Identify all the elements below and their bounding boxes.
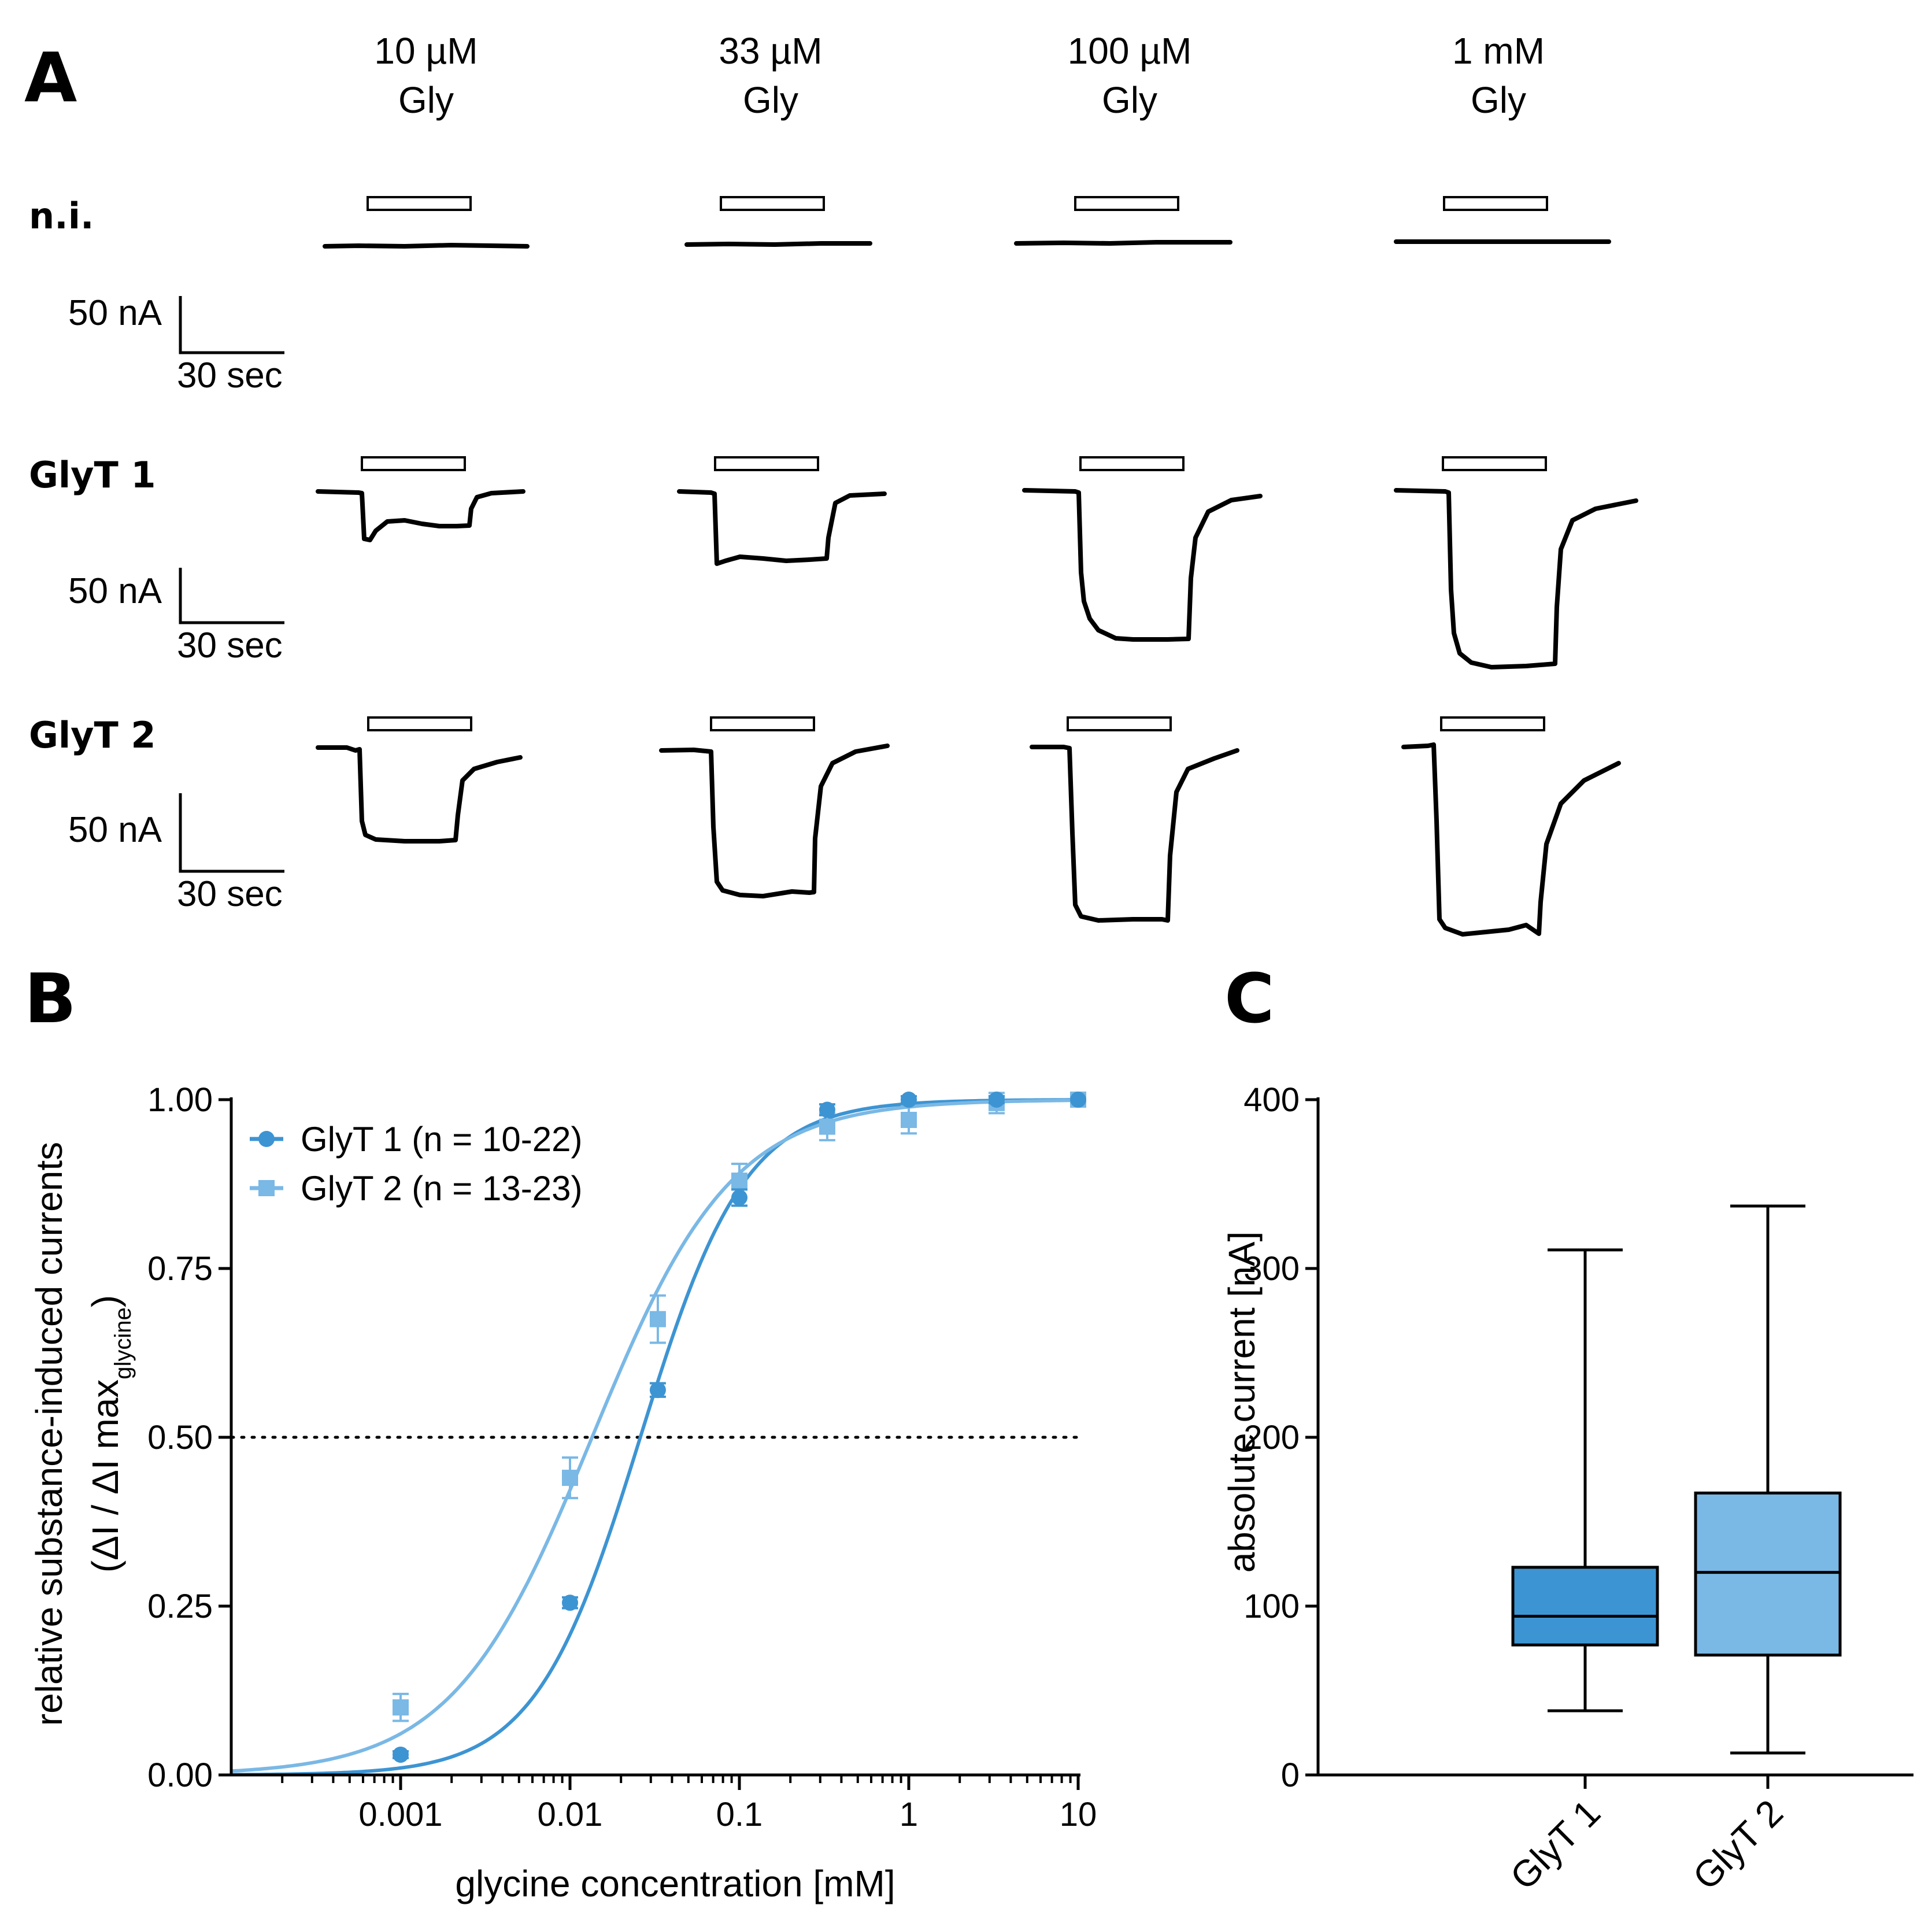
current-trace	[659, 744, 890, 898]
conc-header-1-line2: Gly	[398, 79, 454, 121]
concentration-headers: 10 µM Gly 33 µM Gly 100 µM Gly 1 mM Gly	[374, 30, 1545, 121]
scale-bar-ni: 50 nA 30 sec	[68, 293, 284, 395]
current-trace	[1030, 745, 1239, 923]
current-trace	[1022, 488, 1263, 642]
scale-bar-glyt2: 50 nA 30 sec	[68, 793, 284, 914]
x-tick-label: 10	[1060, 1796, 1097, 1833]
conc-header-2-line1: 33 µM	[719, 30, 822, 72]
data-point-glyt1	[819, 1101, 835, 1118]
x-tick-label: 0.01	[538, 1796, 603, 1833]
y-tick-label-c: 400	[1243, 1081, 1300, 1119]
y-axis-label-c: absolute current [nA]	[1221, 1231, 1263, 1573]
scale-bar-ni-current: 50 nA	[68, 293, 162, 333]
conc-header-2-line2: Gly	[743, 79, 798, 121]
row-label-glyt1: GlyT 1	[29, 454, 156, 496]
y-tick-label: 0.00	[147, 1756, 213, 1794]
traces-ni	[323, 196, 1611, 249]
application-bar	[1442, 456, 1547, 471]
row-label-glyt2: GlyT 2	[29, 714, 156, 756]
legend-label-glyt1: GlyT 1 (n = 10-22)	[301, 1120, 582, 1159]
y-axis-label-pre: (ΔI / ΔI max	[84, 1379, 126, 1573]
application-bar	[1074, 196, 1179, 211]
data-point-glyt2	[901, 1112, 917, 1129]
traces-glyt1	[316, 456, 1638, 670]
panel-b-label: B	[24, 959, 76, 1038]
y-tick-label: 1.00	[147, 1081, 213, 1119]
application-bar	[1067, 716, 1172, 731]
conc-header-4-line2: Gly	[1471, 79, 1526, 121]
data-point-glyt1	[731, 1189, 747, 1206]
application-bar	[361, 456, 466, 471]
application-bar	[367, 716, 472, 731]
application-bar	[1079, 456, 1185, 471]
data-point-glyt1	[901, 1092, 917, 1108]
conc-header-3-line1: 100 µM	[1068, 30, 1192, 72]
application-bar	[1440, 716, 1545, 731]
legend: GlyT 1 (n = 10-22) GlyT 2 (n = 13-23)	[250, 1120, 582, 1208]
application-bar	[710, 716, 815, 731]
application-bar	[720, 196, 825, 211]
current-trace	[323, 243, 530, 249]
scale-bar-glyt1-time: 30 sec	[177, 626, 283, 665]
y-axis-label-line2: (ΔI / ΔI maxglycine)	[84, 1295, 136, 1573]
application-bar	[367, 196, 472, 211]
data-point-glyt2	[649, 1311, 666, 1327]
y-axis-label-post: )	[84, 1295, 126, 1307]
current-trace	[316, 745, 523, 844]
y-tick-label: 0.50	[147, 1419, 213, 1456]
data-point-glyt2	[731, 1173, 747, 1189]
current-trace	[1014, 240, 1233, 246]
current-trace	[684, 241, 872, 247]
scale-bar-glyt2-current: 50 nA	[68, 810, 162, 850]
legend-marker-glyt2	[258, 1180, 275, 1196]
conc-header-3-line2: Gly	[1102, 79, 1157, 121]
y-tick-label: 0.75	[147, 1250, 213, 1288]
dose-response-chart: 0.00 0.25 0.50 0.75 1.00 0.001 0.01 0.1 1 10 GlyT…	[28, 1081, 1097, 1904]
legend-marker-glyt1	[258, 1131, 275, 1147]
panel-a-label: A	[24, 38, 77, 117]
data-point-glyt2	[819, 1118, 835, 1135]
data-point-glyt2	[562, 1470, 578, 1486]
y-tick-label-c: 200	[1243, 1419, 1300, 1456]
scale-bar-glyt1-current: 50 nA	[68, 571, 162, 611]
y-axis-label-sub: glycine	[110, 1307, 136, 1379]
data-point-glyt2	[393, 1699, 409, 1716]
scale-bar-glyt2-time: 30 sec	[177, 874, 283, 914]
row-label-ni: n.i.	[29, 195, 94, 237]
x-tick-label-c: GlyT 2	[1685, 1792, 1791, 1898]
current-trace	[677, 489, 887, 566]
y-axis-label-line1: relative substance-induced currents	[28, 1142, 70, 1726]
conc-header-4-line1: 1 mM	[1452, 30, 1545, 72]
box-glyt1	[1511, 1566, 1659, 1647]
y-tick-label: 0.25	[147, 1588, 213, 1625]
scale-bar-glyt1: 50 nA 30 sec	[68, 568, 284, 665]
data-point-glyt1	[649, 1382, 666, 1399]
current-trace	[1401, 742, 1621, 937]
data-point-glyt1	[562, 1595, 578, 1611]
data-point-glyt1	[1070, 1092, 1086, 1108]
x-axis-label: glycine concentration [mM]	[455, 1863, 895, 1904]
y-tick-label-c: 0	[1281, 1756, 1300, 1794]
legend-label-glyt2: GlyT 2 (n = 13-23)	[301, 1169, 582, 1208]
x-tick-label: 1	[900, 1796, 918, 1833]
box-glyt2	[1694, 1491, 1842, 1657]
y-tick-label-c: 300	[1243, 1250, 1300, 1288]
current-trace	[316, 489, 525, 542]
conc-header-1-line1: 10 µM	[374, 30, 478, 72]
current-trace	[1394, 488, 1638, 670]
x-tick-label: 0.001	[358, 1796, 442, 1833]
y-tick-label-c: 100	[1243, 1588, 1300, 1625]
application-bar	[1443, 196, 1548, 211]
x-tick-label: 0.1	[716, 1796, 763, 1833]
box-plot-chart: 0 100 200 300 400 GlyT 1 GlyT 2 absolute curre…	[1221, 1081, 1914, 1898]
scale-bar-ni-time: 30 sec	[177, 356, 283, 395]
data-point-glyt1	[988, 1092, 1005, 1108]
application-bar	[714, 456, 819, 471]
traces-glyt2	[316, 716, 1621, 937]
x-tick-label-c: GlyT 1	[1502, 1792, 1608, 1898]
panel-c-label: C	[1224, 959, 1275, 1038]
data-point-glyt1	[393, 1746, 409, 1763]
